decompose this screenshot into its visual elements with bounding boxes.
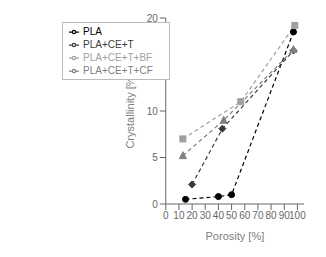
- svg-text:90: 90: [278, 210, 290, 222]
- svg-text:30: 30: [200, 210, 212, 221]
- svg-text:70: 70: [252, 210, 264, 221]
- svg-text:20: 20: [187, 210, 199, 221]
- svg-text:20: 20: [147, 13, 159, 24]
- svg-text:0: 0: [163, 210, 169, 221]
- svg-text:5: 5: [152, 152, 158, 163]
- svg-text:Porosity [%]: Porosity [%]: [206, 230, 265, 242]
- svg-text:100: 100: [289, 210, 306, 221]
- svg-text:10: 10: [173, 210, 185, 221]
- svg-text:60: 60: [239, 210, 251, 221]
- html-text:PLA+CE+T: PLA+CE+T: [83, 39, 134, 50]
- svg-text:Crystallinity [%]: Crystallinity [%]: [124, 73, 136, 148]
- svg-text:10: 10: [147, 106, 159, 117]
- svg-text:0: 0: [152, 199, 158, 210]
- html-text:PLA+CE+T+BF: PLA+CE+T+BF: [83, 52, 153, 63]
- html-text:PLA+CE+T+CF: PLA+CE+T+CF: [83, 65, 153, 76]
- svg-text:50: 50: [226, 210, 238, 221]
- html-text:PLA: PLA: [83, 26, 102, 37]
- svg-text:40: 40: [213, 210, 225, 221]
- svg-text:15: 15: [147, 59, 159, 70]
- svg-text:80: 80: [266, 210, 278, 221]
